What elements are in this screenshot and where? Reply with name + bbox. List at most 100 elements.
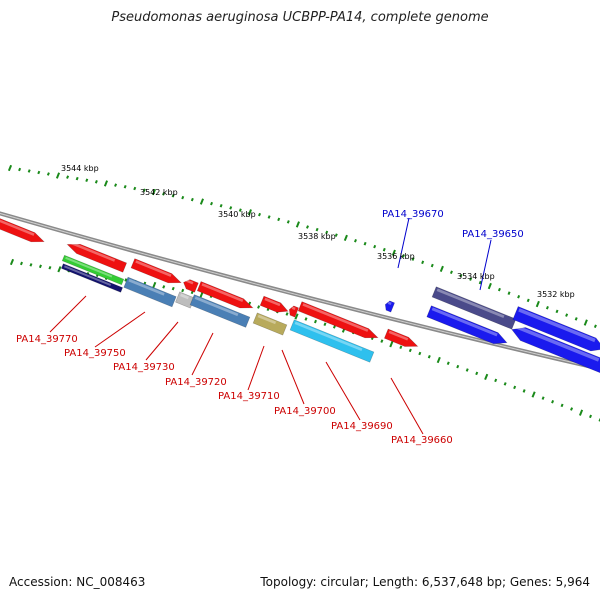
outer-scale-tick: [353, 239, 357, 243]
gene-arrow: [0, 217, 45, 243]
gene-box: [189, 294, 251, 328]
scale-label: 3534 kbp: [457, 272, 495, 281]
outer-scale-tick: [27, 169, 31, 173]
outer-scale-tick: [85, 178, 89, 182]
outer-scale-tick: [565, 313, 569, 317]
inner-scale-tick: [29, 263, 33, 267]
outer-scale-tick: [526, 298, 530, 303]
outer-scale-tick: [363, 241, 367, 246]
inner-scale-tick: [494, 378, 498, 383]
label-leader-lines: [49, 217, 492, 435]
outer-scale-tick: [391, 249, 396, 256]
outer-scale-tick: [325, 230, 329, 235]
outer-scale-tick: [171, 193, 175, 198]
gene-arrow: [512, 306, 600, 352]
scale-label: 3536 kbp: [377, 252, 415, 261]
inner-scale-tick: [257, 305, 261, 309]
outer-scale-tick: [7, 164, 13, 172]
gene-label[interactable]: PA14_39690: [331, 421, 393, 432]
outer-scale-tick: [37, 170, 41, 175]
inner-scale-tick: [313, 319, 317, 324]
outer-scale-tick: [315, 227, 319, 232]
inner-scale-tick: [399, 345, 403, 350]
accession-text: Accession: NC_008463: [9, 575, 146, 589]
scale-labels: 3544 kbp 3542 kbp 3540 kbp 3538 kbp 3536 kbp…: [61, 164, 575, 299]
scale-label: 3532 kbp: [537, 290, 575, 299]
outer-scale-tick: [103, 180, 109, 187]
inner-scale-tick: [436, 356, 441, 364]
outer-scale-tick: [583, 319, 588, 326]
label-leader-line: [390, 377, 424, 435]
outer-scale-tick: [469, 277, 473, 281]
inner-scale-tick: [380, 339, 384, 343]
outer-scale-tick: [507, 291, 511, 295]
outer-scale-tick: [295, 221, 300, 228]
inner-scale-tick: [389, 341, 394, 348]
gene-label[interactable]: PA14_39720: [165, 377, 227, 388]
inner-scale-tick: [522, 389, 526, 393]
gene-box: [252, 312, 288, 336]
inner-scale-tick: [9, 258, 15, 266]
gene-box: [123, 276, 177, 308]
inner-scale-tick: [171, 286, 175, 291]
inner-scale-tick: [570, 407, 574, 411]
gene-label[interactable]: PA14_39660: [391, 435, 453, 446]
inner-scale-tick: [551, 399, 555, 404]
outer-scale-tick: [114, 183, 118, 187]
outer-scale-tick: [75, 176, 79, 181]
outer-scale-tick: [334, 233, 338, 237]
inner-scale-tick: [57, 266, 62, 273]
outer-scale-tick: [401, 254, 405, 258]
gene-arrow: [196, 281, 254, 309]
inner-scale-tick: [181, 288, 185, 293]
outer-scale-tick: [459, 273, 463, 278]
inner-scale-tick: [560, 403, 564, 408]
outer-scale-tick: [373, 244, 377, 249]
inner-scale-tick: [589, 414, 593, 419]
genome-backbone: [0, 211, 600, 371]
gene-label[interactable]: PA14_39770: [16, 334, 78, 345]
inner-scale-tick: [456, 364, 460, 369]
inner-scale-tick: [285, 312, 289, 316]
outer-scale-tick: [478, 280, 482, 285]
gene-label[interactable]: PA14_39710: [218, 391, 280, 402]
outer-scale-tick: [55, 172, 61, 179]
gene-label[interactable]: PA14_39650: [462, 229, 524, 240]
gene-arrow: [66, 241, 128, 273]
gene-label[interactable]: PA14_39730: [113, 362, 175, 373]
outer-scale-tick: [66, 175, 70, 179]
scale-label: 3540 kbp: [218, 210, 256, 219]
inner-scale-tick: [484, 373, 489, 381]
inner-scale-tick: [427, 354, 431, 359]
outer-scale-tick: [267, 215, 271, 219]
inner-scale-tick: [598, 418, 600, 422]
gene-box: [431, 286, 517, 330]
outer-scale-tick: [247, 209, 252, 216]
outer-scale-tick: [162, 192, 166, 196]
gene-features: [0, 217, 600, 376]
inner-scale-tick: [503, 382, 507, 386]
gene-box: [61, 263, 123, 293]
scale-label: 3544 kbp: [61, 164, 99, 173]
gene-label[interactable]: PA14_39670: [382, 209, 444, 220]
gene-box: [61, 254, 125, 286]
label-leader-line: [281, 349, 305, 405]
inner-scale-tick: [304, 317, 308, 321]
inner-scale-tick: [152, 281, 157, 289]
label-leader-line: [247, 345, 265, 391]
inner-scale-tick: [446, 361, 450, 366]
gene-label[interactable]: PA14_39750: [64, 348, 126, 359]
inner-scale-tick: [475, 371, 479, 376]
gene-arrow: [384, 300, 395, 313]
outer-scale-tick: [517, 295, 521, 299]
outer-scale-tick: [18, 167, 22, 172]
inner-scale-tick: [38, 264, 42, 269]
outer-scale-tick: [286, 220, 290, 224]
outer-scale-tick: [46, 172, 50, 176]
label-leader-line: [397, 217, 410, 269]
outer-scale-tick: [94, 180, 98, 184]
gene-label[interactable]: PA14_39700: [274, 406, 336, 417]
inner-scale-tick: [294, 313, 299, 320]
